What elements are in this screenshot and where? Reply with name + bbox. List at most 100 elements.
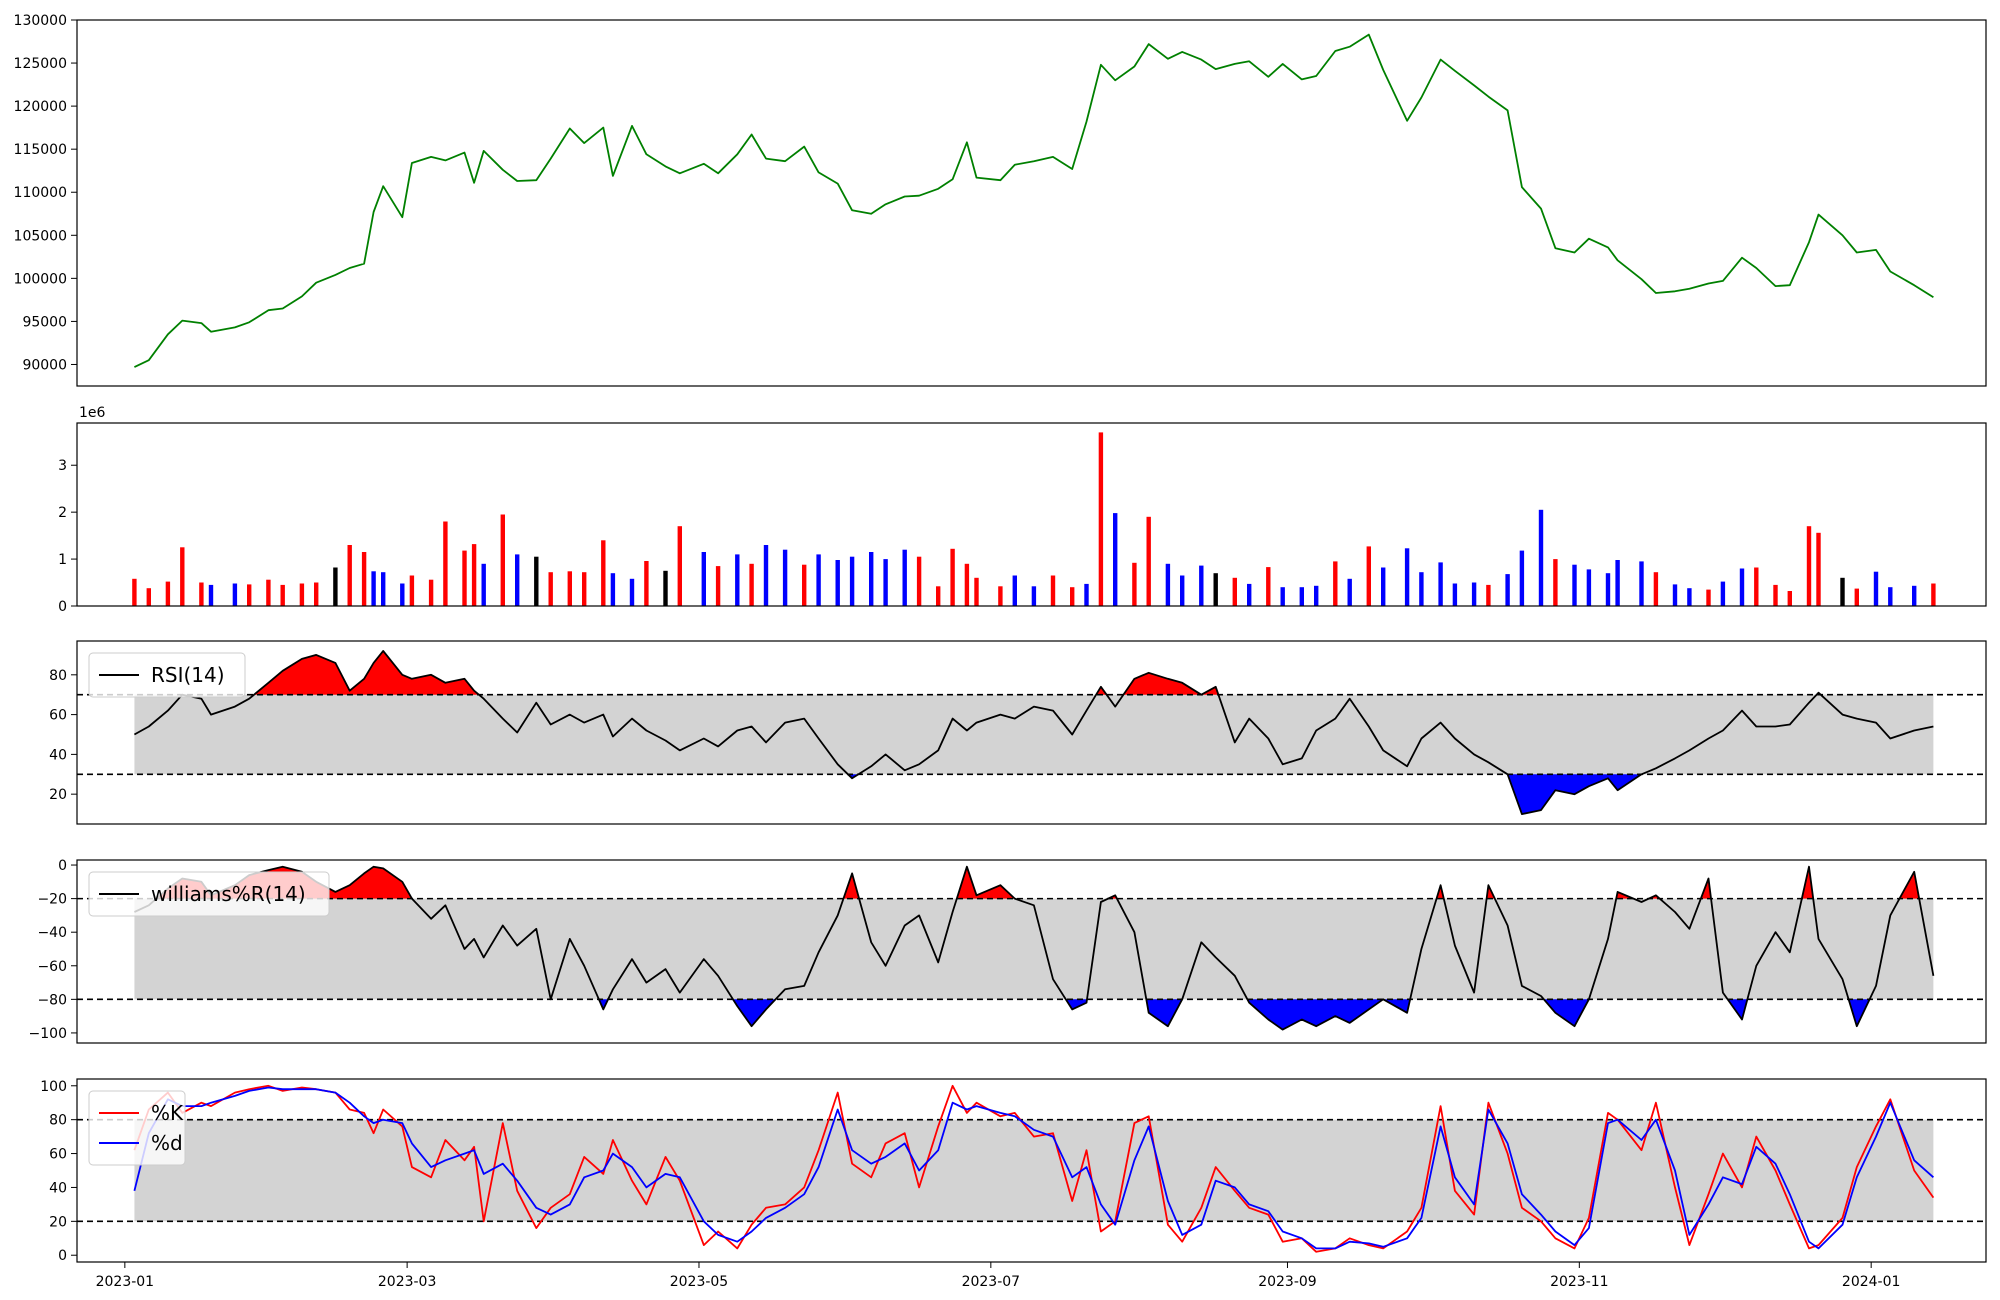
volume-bar bbox=[1381, 567, 1386, 606]
volume-bar bbox=[1146, 516, 1151, 606]
rsi-line bbox=[133, 650, 1934, 815]
volume-bar bbox=[1232, 577, 1237, 606]
volume-bar bbox=[1012, 575, 1017, 606]
stochastic-panel: 0 20 40 60 80 100 %K %d 2023-01 2023-03 2023-05 202… bbox=[40, 1078, 1987, 1290]
volume-bar bbox=[165, 581, 171, 606]
williams-panel: −100 −80 −60 −40 −20 0 williams%R(14) bbox=[29, 858, 1987, 1044]
y-tick-label: 80 bbox=[49, 1113, 67, 1129]
y-tick-label: 0 bbox=[58, 599, 67, 615]
volume-bar bbox=[1605, 573, 1611, 606]
volume-bar bbox=[1333, 561, 1338, 606]
y-tick-label: −40 bbox=[37, 925, 67, 941]
volume-bar bbox=[409, 575, 415, 606]
y-tick-label: 105000 bbox=[14, 228, 67, 244]
volume-bar bbox=[782, 549, 788, 606]
neutral-band bbox=[134, 898, 1934, 1000]
axes-frame bbox=[76, 422, 1987, 607]
x-tick-label: 2023-11 bbox=[1550, 1274, 1609, 1290]
y-tick-label: 120000 bbox=[14, 99, 67, 115]
volume-bar bbox=[1404, 548, 1410, 606]
overbought-fill bbox=[156, 866, 1920, 899]
volume-bar bbox=[1706, 589, 1711, 606]
volume-bar bbox=[280, 584, 285, 606]
y-tick-label: 100 bbox=[40, 1079, 67, 1095]
y-tick-label: 110000 bbox=[14, 185, 67, 201]
offset-label: 1e6 bbox=[79, 405, 106, 421]
volume-bar bbox=[1615, 560, 1620, 606]
y-tick-label: 40 bbox=[49, 747, 67, 763]
volume-bar bbox=[1113, 513, 1118, 606]
volume-bar bbox=[428, 579, 434, 606]
volume-bar bbox=[1132, 562, 1137, 606]
volume-bar bbox=[1773, 584, 1778, 606]
x-tick-label: 2023-07 bbox=[962, 1274, 1021, 1290]
volume-bar bbox=[1438, 562, 1443, 606]
volume-bar bbox=[902, 549, 907, 606]
y-tick-label: −20 bbox=[37, 892, 67, 908]
price-panel: 90000 95000 100000 105000 110000 115000 120000… bbox=[14, 13, 1987, 387]
volume-bar bbox=[1720, 581, 1726, 606]
axes-frame bbox=[76, 640, 1987, 825]
volume-bar bbox=[208, 584, 214, 606]
volume-bar bbox=[299, 583, 305, 606]
volume-bar bbox=[1873, 571, 1879, 606]
volume-bar bbox=[1840, 577, 1845, 606]
volume-bar bbox=[567, 571, 572, 606]
volume-bar bbox=[950, 548, 955, 606]
volume-bar bbox=[1586, 569, 1592, 606]
volume-bar bbox=[180, 547, 185, 606]
neutral-band bbox=[134, 694, 1934, 775]
volume-bar bbox=[816, 554, 821, 606]
volume-bar bbox=[1806, 526, 1812, 606]
volume-bar bbox=[361, 552, 367, 606]
volume-bar bbox=[883, 559, 888, 606]
volume-bar bbox=[548, 572, 553, 606]
y-tick-label: −80 bbox=[37, 992, 67, 1008]
volume-bar bbox=[266, 579, 271, 606]
y-tick-label: 115000 bbox=[14, 142, 67, 158]
volume-bar bbox=[1050, 575, 1056, 606]
x-tick-label: 2023-01 bbox=[96, 1274, 155, 1290]
volume-bar bbox=[936, 586, 941, 606]
y-tick-label: 20 bbox=[49, 1214, 67, 1230]
volume-bar bbox=[677, 526, 682, 606]
volume-bar bbox=[1213, 573, 1218, 606]
volume-bar bbox=[1505, 574, 1510, 606]
volume-bar bbox=[701, 552, 706, 606]
volume-bar bbox=[582, 572, 587, 606]
volume-bar bbox=[610, 573, 616, 606]
volume-bar bbox=[481, 563, 486, 606]
y-tick-label: 90000 bbox=[22, 357, 67, 373]
y-tick-label: 3 bbox=[58, 458, 67, 474]
volume-bar bbox=[1687, 588, 1692, 606]
volume-bar bbox=[515, 554, 520, 606]
volume-bar bbox=[715, 566, 721, 606]
oversold-fill bbox=[598, 999, 1870, 1030]
volume-bar bbox=[500, 514, 505, 606]
volume-bar bbox=[1672, 584, 1678, 606]
volume-bar bbox=[869, 552, 874, 606]
legend-label: williams%R(14) bbox=[151, 882, 306, 906]
volume-bar bbox=[381, 572, 386, 606]
x-tick-label: 2023-09 bbox=[1258, 1274, 1317, 1290]
volume-bar bbox=[132, 578, 137, 606]
volume-bar bbox=[1639, 561, 1644, 606]
volume-bar bbox=[1366, 546, 1371, 606]
volume-bar bbox=[1653, 572, 1659, 606]
legend-label: RSI(14) bbox=[151, 663, 225, 687]
volume-bar bbox=[735, 554, 740, 606]
volume-bar bbox=[471, 544, 477, 606]
volume-bar bbox=[1031, 586, 1037, 606]
price-line bbox=[134, 33, 1934, 368]
volume-bar bbox=[1084, 583, 1089, 606]
volume-bar bbox=[534, 556, 539, 606]
volume-bar bbox=[1553, 559, 1558, 606]
volume-bar bbox=[314, 582, 319, 606]
y-tick-label: 60 bbox=[49, 708, 67, 724]
volume-bar bbox=[974, 577, 979, 606]
volume-bar bbox=[1347, 578, 1352, 606]
y-tick-label: 2 bbox=[58, 505, 67, 521]
volume-bar bbox=[1486, 584, 1491, 606]
y-tick-label: 80 bbox=[49, 668, 67, 684]
